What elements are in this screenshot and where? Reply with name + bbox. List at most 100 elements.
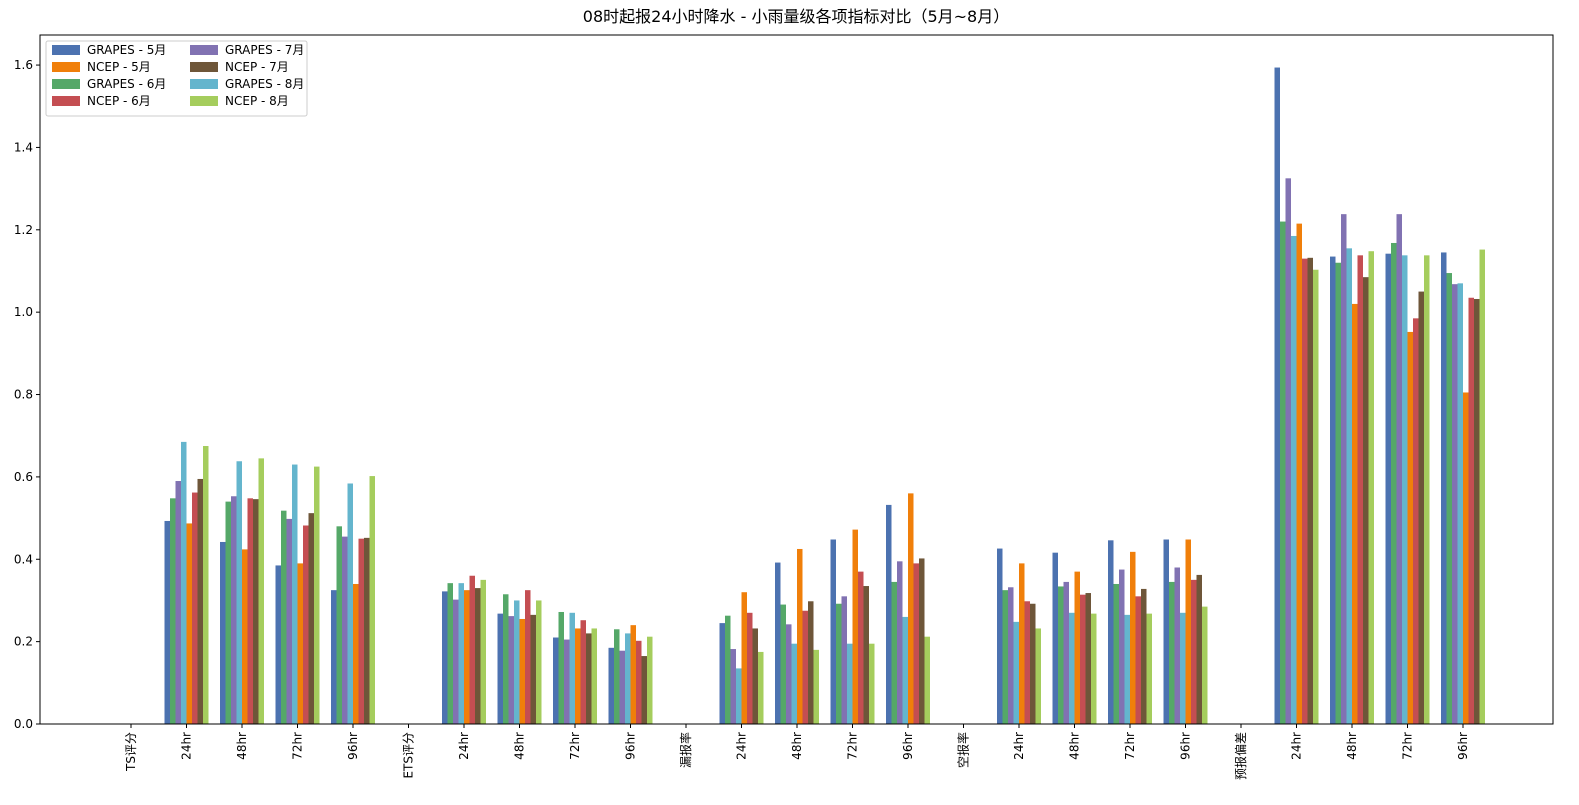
bar (586, 633, 592, 724)
bar (924, 636, 930, 724)
bar (752, 628, 758, 724)
bar (314, 466, 320, 724)
bar (1185, 539, 1191, 724)
y-tick-label: 1.2 (14, 223, 33, 237)
x-tick-label: 72hr (291, 732, 305, 760)
legend-swatch (52, 45, 80, 55)
bar (225, 501, 231, 724)
x-tick-label: 24hr (457, 732, 471, 760)
bar (175, 481, 181, 724)
bar (1396, 214, 1402, 724)
bar (458, 583, 464, 724)
bar (514, 600, 520, 724)
x-tick-label: 72hr (1123, 732, 1137, 760)
bar (913, 563, 919, 724)
x-tick-label: 48hr (513, 732, 527, 760)
bar (297, 563, 303, 724)
x-tick-label: 48hr (1068, 732, 1082, 760)
bar (863, 586, 869, 724)
legend-label: GRAPES - 7月 (225, 43, 304, 57)
bar (1335, 262, 1341, 724)
bar (525, 590, 531, 724)
bar (775, 562, 781, 724)
bar (236, 461, 242, 724)
bar (1357, 255, 1363, 725)
bar (730, 649, 736, 724)
bar (558, 611, 564, 724)
bar (508, 616, 514, 724)
bar (1368, 251, 1374, 725)
bar (1296, 223, 1302, 725)
bar (808, 601, 814, 724)
bar (1169, 581, 1175, 724)
bar (181, 441, 187, 724)
legend-frame (45, 40, 308, 117)
bar (1391, 242, 1397, 724)
legend-swatch (52, 62, 80, 72)
bar (1002, 590, 1008, 724)
bar (619, 650, 625, 724)
bar (1341, 214, 1347, 724)
bar (736, 668, 742, 724)
bar (608, 647, 614, 724)
bar (1313, 269, 1319, 724)
bar (253, 499, 259, 724)
bar (342, 536, 348, 724)
bar (553, 637, 559, 724)
bar (536, 600, 542, 724)
bar (1069, 612, 1075, 724)
legend-label: NCEP - 7月 (225, 60, 289, 74)
x-tick-label: 96hr (346, 732, 360, 760)
bar (530, 614, 536, 724)
x-tick-label: 漏报率 (678, 732, 693, 768)
legend-swatch (52, 96, 80, 106)
bar (186, 523, 192, 724)
bar (469, 575, 475, 724)
bar (286, 518, 292, 724)
bar (780, 604, 786, 724)
bar (1058, 586, 1064, 724)
legend-label: NCEP - 6月 (87, 94, 151, 108)
bar (830, 539, 836, 724)
bar (630, 625, 636, 724)
bar (442, 591, 448, 724)
bar (1130, 551, 1136, 724)
bar (813, 649, 819, 724)
bar (303, 525, 309, 724)
bar (1302, 258, 1308, 724)
bar (897, 561, 903, 724)
bar (1052, 552, 1058, 724)
y-tick-label: 1.6 (14, 58, 33, 72)
x-tick-label: 48hr (235, 732, 249, 760)
bar (258, 458, 264, 724)
bar (1124, 614, 1130, 724)
legend-swatch (190, 45, 218, 55)
bar (719, 623, 725, 724)
bar (908, 493, 914, 724)
bar (636, 640, 642, 724)
bar (1108, 540, 1114, 724)
legend: GRAPES - 5月 GRAPES - 6月 GRAPES - 7月 GRAPES … (45, 40, 308, 117)
bar (480, 579, 486, 724)
x-tick-label: 预报偏差 (1233, 732, 1248, 780)
bar (1274, 67, 1280, 724)
bar (203, 446, 209, 724)
bar (1352, 303, 1358, 724)
bar (1285, 178, 1291, 724)
bar (447, 583, 453, 724)
bar (1474, 298, 1480, 724)
bar (358, 538, 364, 724)
chart-title: 08时起报24小时降水 - 小雨量级各项指标对比（5月~8月） (583, 7, 1009, 26)
bar (1413, 318, 1419, 724)
bar (170, 498, 176, 724)
bar (1196, 574, 1202, 724)
bar (1291, 235, 1297, 724)
x-tick-label: 空报率 (956, 732, 971, 768)
bar (625, 633, 631, 724)
x-tick-label: 72hr (846, 732, 860, 760)
bar (1074, 571, 1080, 724)
bar (1008, 587, 1014, 724)
bar (1468, 297, 1474, 724)
bar (1163, 539, 1169, 724)
y-tick-label: 1.4 (14, 140, 33, 154)
